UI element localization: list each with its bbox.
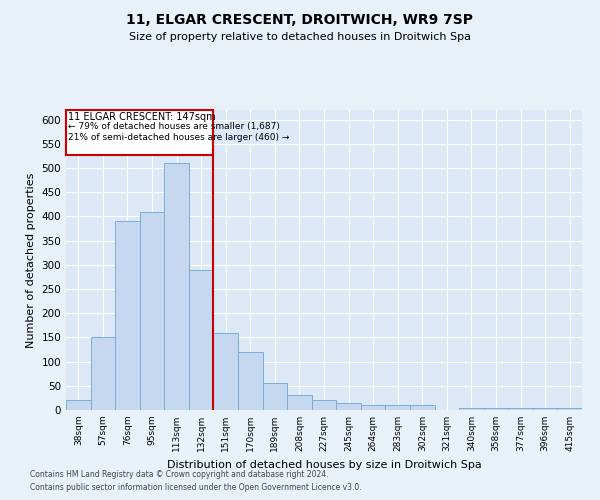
Bar [238, 352, 263, 410]
Bar [115, 222, 140, 410]
Text: Contains public sector information licensed under the Open Government Licence v3: Contains public sector information licen… [30, 482, 362, 492]
Bar [385, 405, 410, 410]
X-axis label: Distribution of detached houses by size in Droitwich Spa: Distribution of detached houses by size … [167, 460, 481, 469]
Bar [66, 400, 91, 410]
Bar [287, 396, 312, 410]
Text: ← 79% of detached houses are smaller (1,687): ← 79% of detached houses are smaller (1,… [68, 122, 280, 132]
Text: Contains HM Land Registry data © Crown copyright and database right 2024.: Contains HM Land Registry data © Crown c… [30, 470, 329, 479]
Text: 21% of semi-detached houses are larger (460) →: 21% of semi-detached houses are larger (… [68, 133, 290, 142]
Text: 11, ELGAR CRESCENT, DROITWICH, WR9 7SP: 11, ELGAR CRESCENT, DROITWICH, WR9 7SP [127, 12, 473, 26]
Bar [508, 408, 533, 410]
Bar [533, 408, 557, 410]
Bar [312, 400, 336, 410]
Bar [459, 408, 484, 410]
Text: Size of property relative to detached houses in Droitwich Spa: Size of property relative to detached ho… [129, 32, 471, 42]
Bar [91, 338, 115, 410]
Bar [66, 110, 214, 154]
Text: 11 ELGAR CRESCENT: 147sqm: 11 ELGAR CRESCENT: 147sqm [68, 112, 216, 122]
Bar [336, 402, 361, 410]
Bar [189, 270, 214, 410]
Bar [361, 405, 385, 410]
Bar [140, 212, 164, 410]
Bar [557, 408, 582, 410]
Bar [484, 408, 508, 410]
Bar [410, 405, 434, 410]
Bar [263, 384, 287, 410]
Y-axis label: Number of detached properties: Number of detached properties [26, 172, 36, 348]
Bar [164, 163, 189, 410]
Bar [214, 332, 238, 410]
